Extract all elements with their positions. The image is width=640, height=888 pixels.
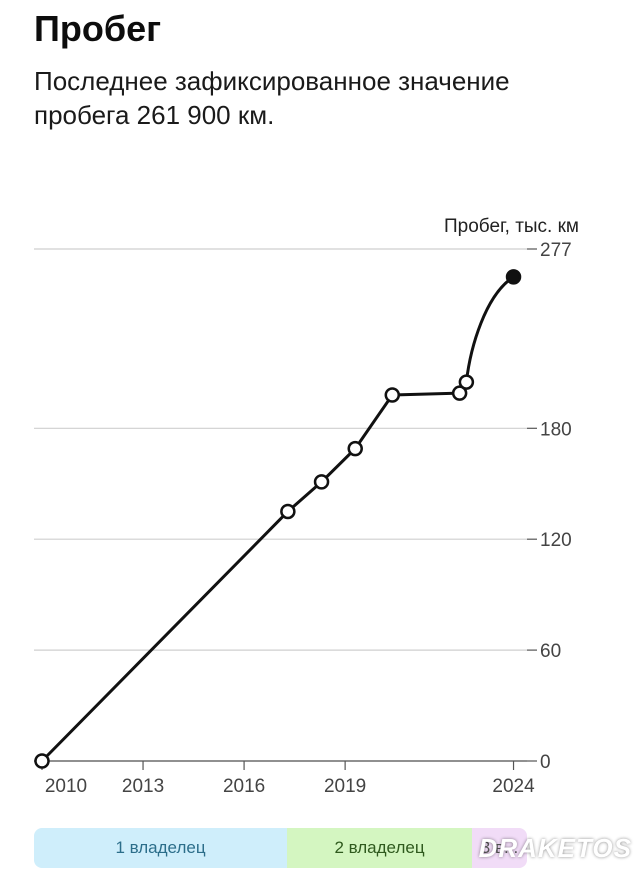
y-tick-label: 60 <box>540 641 561 662</box>
y-tick-label: 120 <box>540 530 572 551</box>
mileage-chart: Пробег, тыс. км 2010 2013 2016 2019 2024 0 60… <box>34 216 579 797</box>
y-axis-label: Пробег, тыс. км <box>444 216 579 237</box>
owners-bar: 1 владелец 2 владелец 3 в... <box>34 828 527 868</box>
latest-mileage-point[interactable] <box>505 269 522 285</box>
x-tick-label: 2013 <box>122 776 164 797</box>
y-tick-label: 277 <box>540 240 572 261</box>
mileage-summary: Последнее зафиксированное значение пробе… <box>34 66 510 130</box>
owner-3-segment[interactable]: 3 в... <box>472 828 527 868</box>
mileage-point[interactable] <box>458 374 475 390</box>
y-tick-label: 180 <box>540 419 572 440</box>
owner-2-segment[interactable]: 2 владелец <box>287 828 472 868</box>
x-tick-label: 2016 <box>223 776 265 797</box>
mileage-point[interactable] <box>34 753 50 769</box>
watermark-logo: DRAKETOS <box>478 833 632 863</box>
mileage-line <box>40 275 516 763</box>
mileage-point[interactable] <box>451 385 468 401</box>
page-title: Пробег <box>34 8 162 49</box>
owner-1-segment[interactable]: 1 владелец <box>34 828 287 868</box>
mileage-point[interactable] <box>384 387 401 403</box>
y-tick-label: 0 <box>540 752 551 773</box>
x-tick-label: 2024 <box>492 776 535 797</box>
mileage-point[interactable] <box>347 440 363 457</box>
x-tick-label: 2010 <box>45 776 87 797</box>
x-tick-label: 2019 <box>324 776 366 797</box>
mileage-point[interactable] <box>280 503 296 520</box>
mileage-point[interactable] <box>313 474 330 490</box>
